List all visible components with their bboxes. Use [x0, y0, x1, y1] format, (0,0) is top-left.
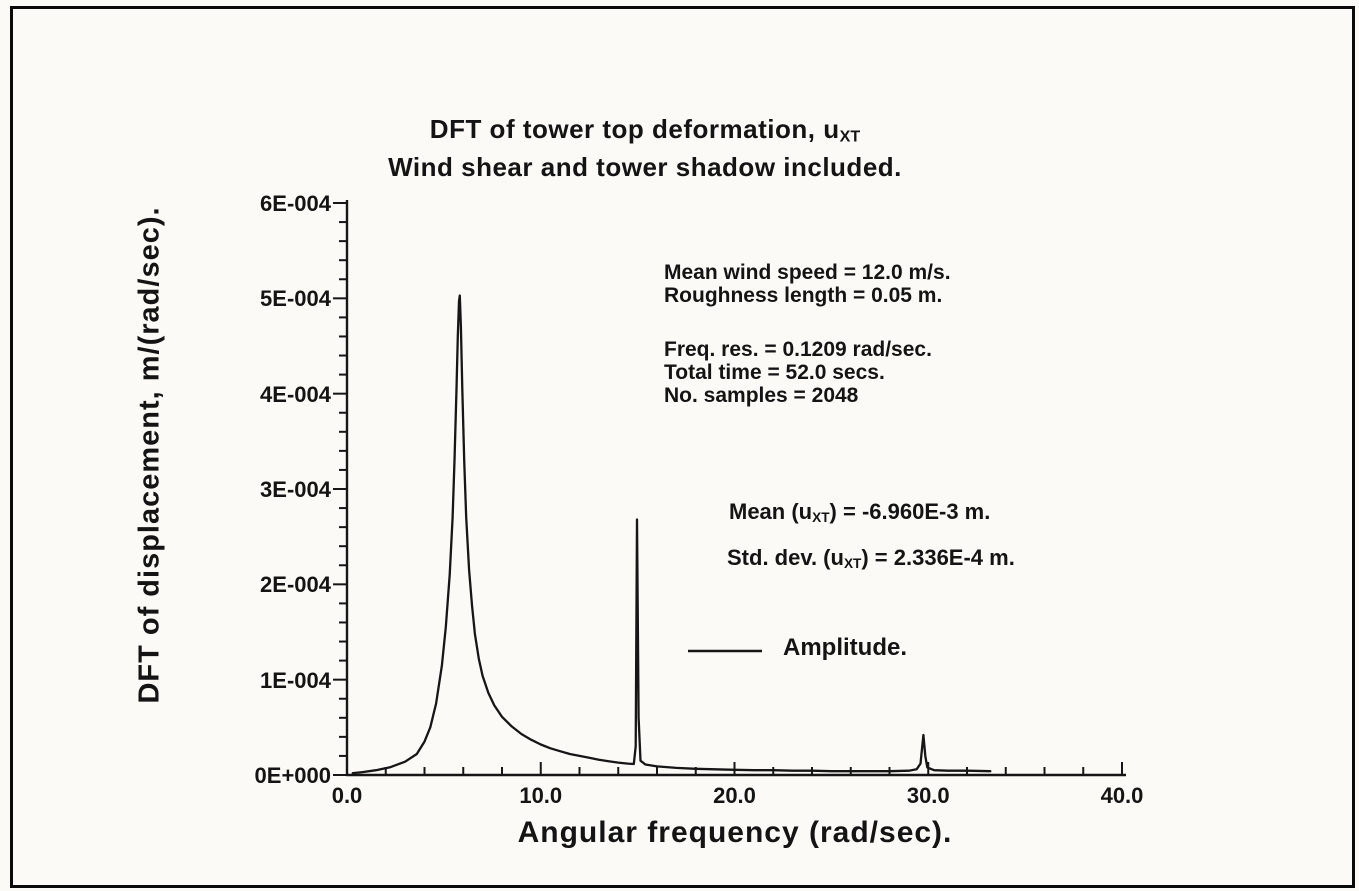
annotation-mean-pre: Mean (u	[729, 499, 813, 524]
amplitude-curve	[351, 294, 992, 775]
annotation-mean-wind-speed: Mean wind speed = 12.0 m/s.	[664, 261, 951, 284]
x-axis-label: Angular frequency (rad/sec).	[517, 816, 953, 849]
annotation-std-dev-uxt: Std. dev. (uXT) = 2.336E-4 m.	[727, 546, 1015, 575]
chart-title: DFT of tower top deformation, uXT	[340, 114, 950, 152]
y-tick-label: 4E-004	[260, 381, 331, 407]
x-tick-label: 10.0	[519, 783, 563, 808]
y-tick-label: 1E-004	[260, 667, 331, 693]
annotation-std-post: ) = 2.336E-4 m.	[861, 545, 1015, 570]
annotation-mean-uxt: Mean (uXT) = -6.960E-3 m.	[729, 500, 990, 529]
x-tick-label: 30.0	[906, 783, 950, 808]
y-tick-label: 3E-004	[260, 477, 331, 502]
y-tick-label: 5E-004	[260, 286, 331, 312]
annotation-roughness-length: Roughness length = 0.05 m.	[664, 284, 943, 307]
annotation-mean-post: ) = -6.960E-3 m.	[829, 499, 991, 524]
y-tick-label: 0E+000	[254, 763, 331, 788]
chart-subtitle: Wind shear and tower shadow included.	[388, 151, 902, 182]
annotation-freq-res: Freq. res. = 0.1209 rad/sec.	[664, 338, 932, 361]
x-tick-label: 40.0	[1100, 783, 1144, 808]
y-tick-label: 2E-004	[260, 572, 331, 598]
x-tick-label: 20.0	[713, 783, 756, 808]
chart-title-text: DFT of tower top deformation, u	[429, 114, 840, 144]
x-tick-label: 0.0	[331, 783, 363, 808]
annotation-std-subscript: XT	[843, 556, 862, 571]
chart-title-block: DFT of tower top deformation, uXT Wind s…	[340, 114, 950, 182]
annotation-wind-block: Mean wind speed = 12.0 m/s. Roughness le…	[664, 261, 951, 307]
y-axis-label: DFT of displacement, m/(rad/sec).	[133, 206, 166, 704]
annotation-total-time: Total time = 52.0 secs.	[664, 361, 885, 384]
annotation-std-pre: Std. dev. (u	[727, 545, 844, 570]
chart-title-subscript: XT	[839, 127, 861, 146]
annotation-freq-block: Freq. res. = 0.1209 rad/sec. Total time …	[664, 338, 932, 407]
y-tick-label: 6E-004	[260, 191, 331, 216]
legend-amplitude-label: Amplitude.	[783, 634, 907, 661]
annotation-no-samples: No. samples = 2048	[664, 384, 859, 407]
annotation-mean-subscript: XT	[812, 510, 830, 525]
